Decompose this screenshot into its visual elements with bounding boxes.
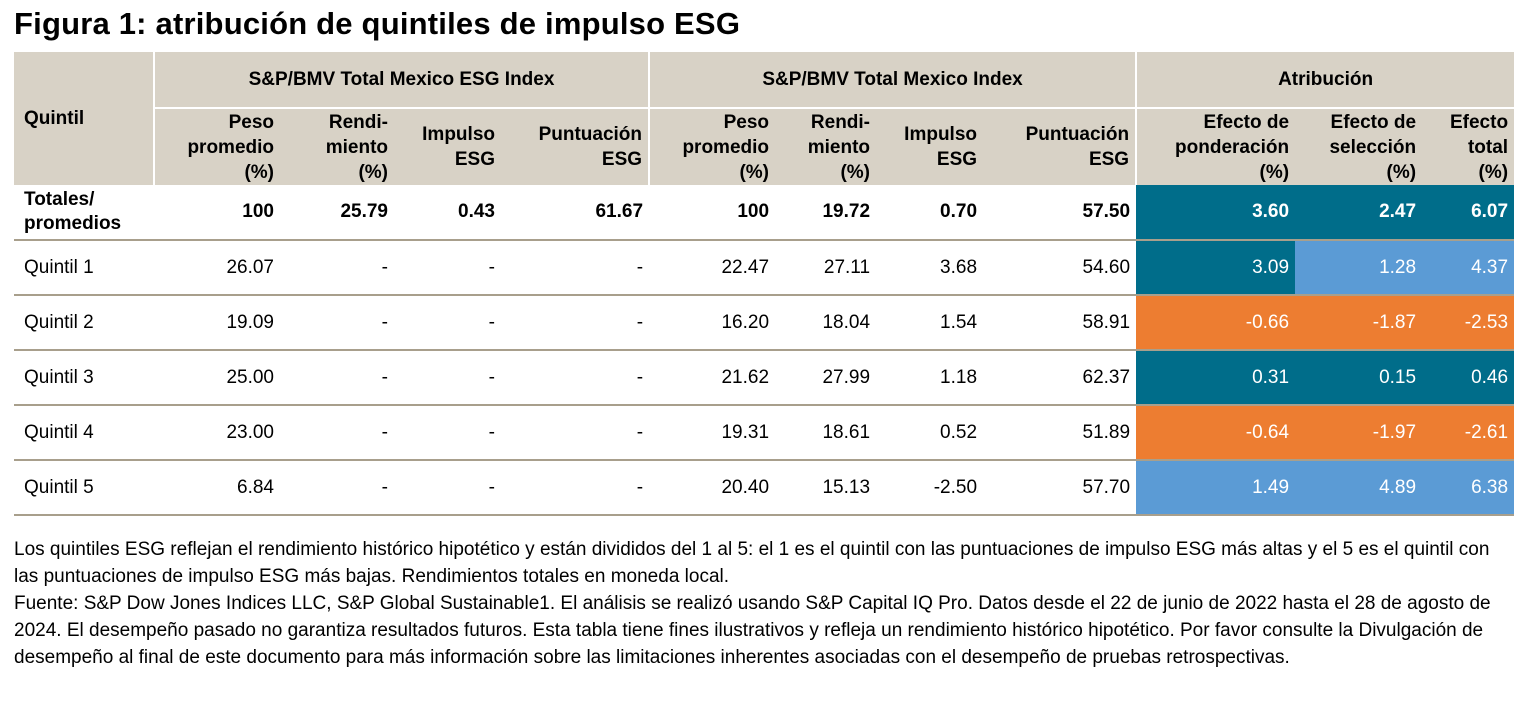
- cell-value: 58.91: [983, 295, 1137, 351]
- cell-value: 26.07: [154, 240, 280, 296]
- header-puntuacion-esg: Puntuación ESG: [501, 108, 650, 185]
- cell-value: 25.79: [280, 185, 394, 241]
- header-rend-total: Rendi-miento (%): [775, 108, 877, 185]
- cell-attribution: -0.66: [1136, 295, 1296, 351]
- cell-value: -: [394, 460, 501, 516]
- header-peso-esg: Peso promedio (%): [153, 108, 280, 185]
- cell-value: 18.61: [775, 405, 877, 461]
- cell-attribution: 3.60: [1136, 185, 1296, 241]
- cell-attribution: 6.07: [1422, 185, 1515, 241]
- cell-value: 100: [154, 185, 280, 241]
- header-rend-esg: Rendi-miento (%): [280, 108, 394, 185]
- cell-value: 0.70: [876, 185, 984, 241]
- cell-value: -: [501, 240, 650, 296]
- cell-attribution: -2.53: [1422, 295, 1515, 351]
- cell-value: -: [394, 405, 501, 461]
- row-label: Quintil 5: [14, 460, 154, 516]
- header-group-attribution: Atribución: [1135, 52, 1515, 109]
- header-impulso-total: Impulso ESG: [876, 108, 984, 185]
- cell-value: 61.67: [501, 185, 650, 241]
- cell-value: 18.04: [775, 295, 877, 351]
- cell-value: 19.72: [775, 185, 877, 241]
- cell-attribution: -0.64: [1136, 405, 1296, 461]
- cell-value: 100: [649, 185, 776, 241]
- cell-value: 20.40: [649, 460, 776, 516]
- cell-value: -: [280, 350, 394, 406]
- cell-value: 54.60: [983, 240, 1137, 296]
- cell-value: 51.89: [983, 405, 1137, 461]
- cell-value: -: [280, 405, 394, 461]
- table-row: Quintil 4 23.00 - - - 19.31 18.61 0.52 5…: [14, 405, 1515, 461]
- cell-value: 19.31: [649, 405, 776, 461]
- cell-value: -: [280, 295, 394, 351]
- cell-value: 3.68: [876, 240, 984, 296]
- cell-value: 15.13: [775, 460, 877, 516]
- header-peso-total: Peso promedio (%): [648, 108, 776, 185]
- table-row: Quintil 3 25.00 - - - 21.62 27.99 1.18 6…: [14, 350, 1515, 406]
- cell-value: 16.20: [649, 295, 776, 351]
- cell-value: -: [394, 350, 501, 406]
- cell-value: 6.84: [154, 460, 280, 516]
- footnote-source: Fuente: S&P Dow Jones Indices LLC, S&P G…: [14, 593, 1491, 668]
- header-impulso-esg: Impulso ESG: [394, 108, 501, 185]
- cell-value: 1.54: [876, 295, 984, 351]
- footnote: Los quintiles ESG reflejan el rendimient…: [14, 536, 1514, 671]
- header-group-esg-index: S&P/BMV Total Mexico ESG Index: [152, 52, 650, 109]
- row-label: Quintil 2: [14, 295, 154, 351]
- cell-attribution: 4.37: [1422, 240, 1515, 296]
- cell-value: -: [501, 295, 650, 351]
- cell-value: 25.00: [154, 350, 280, 406]
- cell-attribution: -2.61: [1422, 405, 1515, 461]
- row-label: Quintil 1: [14, 240, 154, 296]
- header-quintil: Quintil: [14, 52, 154, 185]
- cell-value: -: [280, 460, 394, 516]
- table-row: Quintil 5 6.84 - - - 20.40 15.13 -2.50 5…: [14, 460, 1515, 516]
- cell-attribution: 6.38: [1422, 460, 1515, 516]
- table-row: Quintil 1 26.07 - - - 22.47 27.11 3.68 5…: [14, 240, 1515, 296]
- cell-value: 21.62: [649, 350, 776, 406]
- cell-attribution: 1.49: [1136, 460, 1296, 516]
- header-efecto-total: Efecto total (%): [1422, 108, 1515, 185]
- cell-value: 57.70: [983, 460, 1137, 516]
- cell-value: -: [501, 405, 650, 461]
- cell-value: 23.00: [154, 405, 280, 461]
- table-row-totals: Totales/promedios 100 25.79 0.43 61.67 1…: [14, 185, 1515, 241]
- cell-value: 0.43: [394, 185, 501, 241]
- cell-attribution: 3.09: [1136, 240, 1296, 296]
- cell-attribution: 1.28: [1295, 240, 1423, 296]
- cell-attribution: -1.87: [1295, 295, 1423, 351]
- cell-attribution: 0.46: [1422, 350, 1515, 406]
- cell-value: -: [280, 240, 394, 296]
- cell-value: -: [394, 295, 501, 351]
- cell-value: 62.37: [983, 350, 1137, 406]
- cell-attribution: 2.47: [1295, 185, 1423, 241]
- cell-value: -: [501, 350, 650, 406]
- cell-value: -: [501, 460, 650, 516]
- cell-attribution: 4.89: [1295, 460, 1423, 516]
- cell-value: 1.18: [876, 350, 984, 406]
- attribution-table: Quintil S&P/BMV Total Mexico ESG Index S…: [14, 52, 1515, 516]
- cell-value: 27.99: [775, 350, 877, 406]
- header-efecto-seleccion: Efecto de selección (%): [1295, 108, 1423, 185]
- cell-value: 0.52: [876, 405, 984, 461]
- cell-value: 57.50: [983, 185, 1137, 241]
- cell-value: 19.09: [154, 295, 280, 351]
- table-row: Quintil 2 19.09 - - - 16.20 18.04 1.54 5…: [14, 295, 1515, 351]
- cell-attribution: -1.97: [1295, 405, 1423, 461]
- figure-title: Figura 1: atribución de quintiles de imp…: [14, 6, 741, 41]
- footnote-description: Los quintiles ESG reflejan el rendimient…: [14, 539, 1490, 587]
- cell-value: 27.11: [775, 240, 877, 296]
- cell-value: -: [394, 240, 501, 296]
- header-efecto-ponderacion: Efecto de ponderación (%): [1135, 108, 1296, 185]
- header-puntuacion-total: Puntuación ESG: [983, 108, 1137, 185]
- cell-attribution: 0.31: [1136, 350, 1296, 406]
- header-group-total-index: S&P/BMV Total Mexico Index: [648, 52, 1137, 109]
- cell-attribution: 0.15: [1295, 350, 1423, 406]
- cell-value: 22.47: [649, 240, 776, 296]
- row-label: Totales/promedios: [14, 185, 154, 241]
- cell-value: -2.50: [876, 460, 984, 516]
- row-label: Quintil 3: [14, 350, 154, 406]
- row-label: Quintil 4: [14, 405, 154, 461]
